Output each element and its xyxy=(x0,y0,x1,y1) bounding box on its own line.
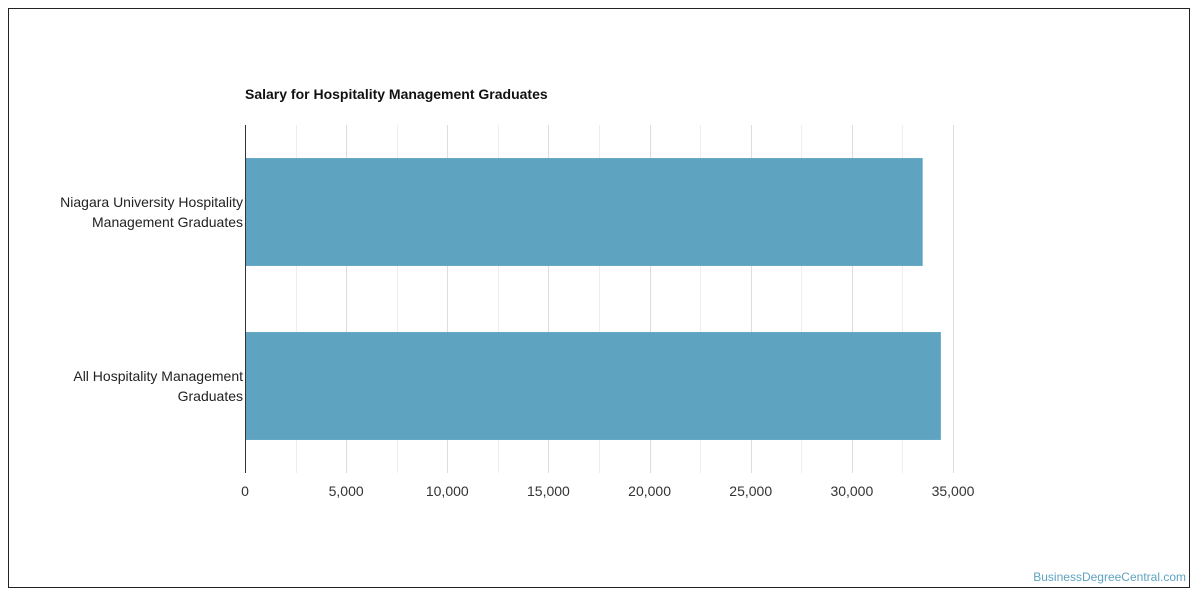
x-tick-label: 35,000 xyxy=(932,483,975,499)
chart-frame xyxy=(8,8,1190,588)
x-tick-label: 25,000 xyxy=(729,483,772,499)
chart-title: Salary for Hospitality Management Gradua… xyxy=(245,86,548,102)
category-label: Niagara University Hospitality Management… xyxy=(60,194,243,230)
x-tick-label: 10,000 xyxy=(426,483,469,499)
x-tick-label: 15,000 xyxy=(527,483,570,499)
x-tick-labels: 0 5,000 10,000 15,000 20,000 25,000 30,000 35,0… xyxy=(241,483,975,499)
x-tick-label: 0 xyxy=(241,483,249,499)
bar[interactable] xyxy=(245,158,923,266)
category-labels: Niagara University Hospitality Management… xyxy=(60,194,243,404)
bar[interactable] xyxy=(245,332,941,440)
x-tick-label: 5,000 xyxy=(329,483,364,499)
x-tick-label: 20,000 xyxy=(628,483,671,499)
category-label: All Hospitality Management Graduates xyxy=(73,368,243,404)
x-tick-label: 30,000 xyxy=(830,483,873,499)
watermark-link[interactable]: BusinessDegreeCentral.com xyxy=(1033,570,1186,584)
bars xyxy=(245,158,941,440)
